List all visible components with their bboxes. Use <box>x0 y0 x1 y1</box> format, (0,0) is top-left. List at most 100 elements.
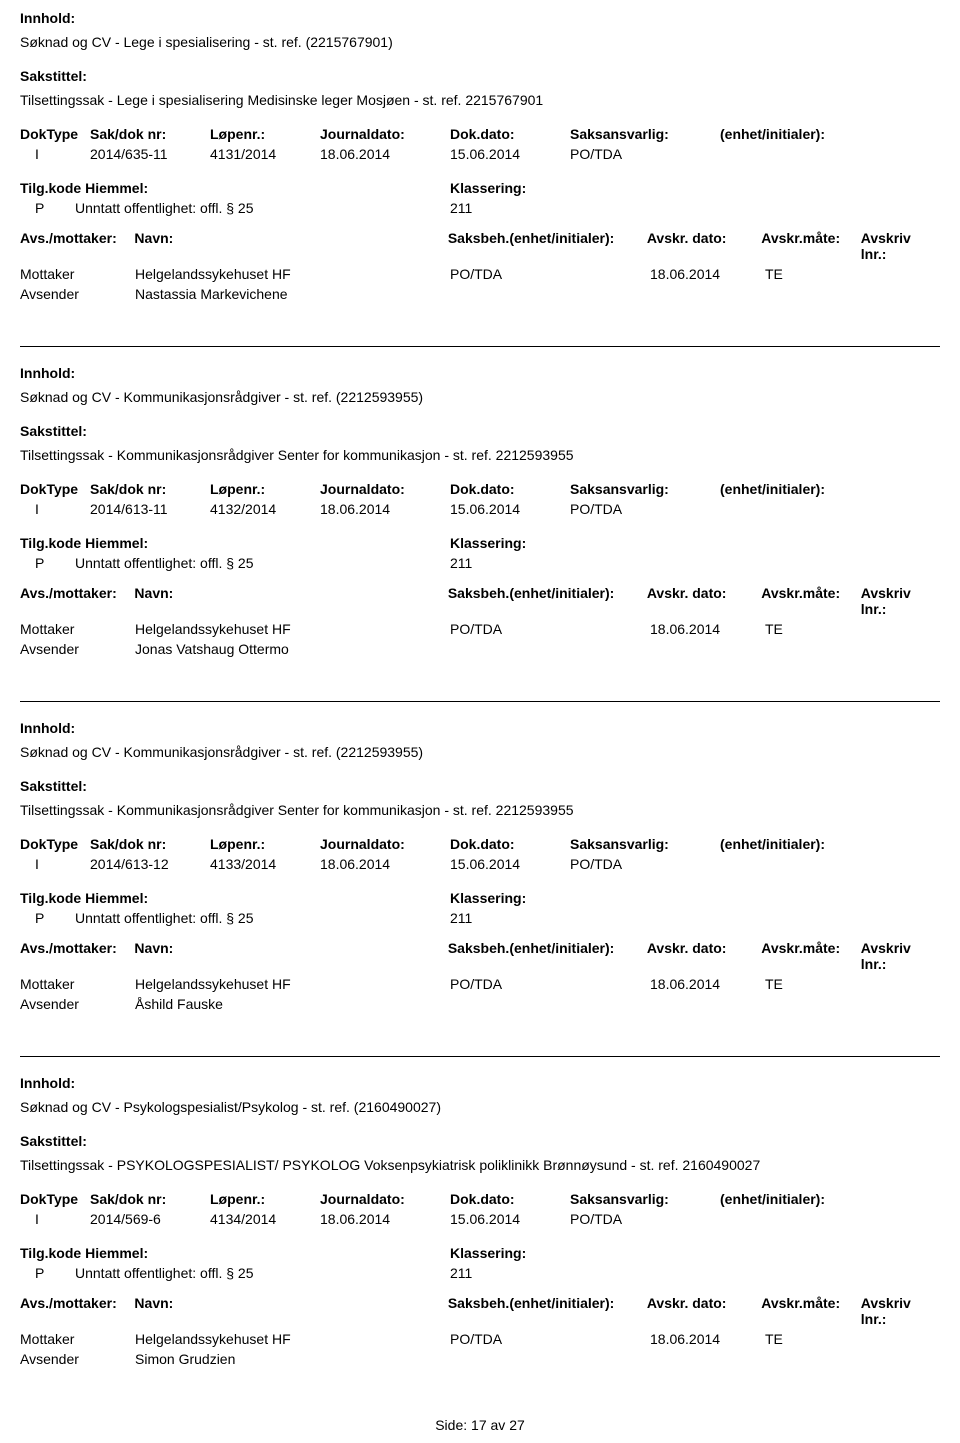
tilgkode-header-row: Tilg.kode Hiemmel: Klassering: <box>20 180 940 196</box>
mottaker-navn-value: Helgelandssykehuset HF <box>135 621 450 637</box>
sakdok-header: Sak/dok nr: <box>90 481 210 497</box>
avsender-row: Avsender Jonas Vatshaug Ottermo <box>20 641 940 657</box>
klassering-label: Klassering: <box>450 1245 526 1261</box>
record-spacing <box>20 306 940 346</box>
hjemmel-value: Unntatt offentlighet: offl. § 25 <box>75 555 450 571</box>
meta-header-row: DokType Sak/dok nr: Løpenr.: Journaldato… <box>20 836 940 852</box>
avs-header-row: Avs./mottaker: Navn: Saksbeh.(enhet/init… <box>20 1295 940 1327</box>
navn-header: Navn: <box>134 1295 447 1327</box>
journal-value: 18.06.2014 <box>320 146 450 162</box>
avskrivlnr-header: Avskriv lnr.: <box>861 940 940 972</box>
saksbeh-header: Saksbeh.(enhet/initialer): <box>448 940 647 972</box>
doktype-header: DokType <box>20 126 90 142</box>
dokdato-value: 15.06.2014 <box>450 1211 570 1227</box>
saksansvarlig-header: Saksansvarlig: <box>570 1191 720 1207</box>
avsender-navn-value: Jonas Vatshaug Ottermo <box>135 641 450 657</box>
mottaker-label: Mottaker <box>20 976 135 992</box>
innhold-label: Innhold: <box>20 720 940 736</box>
saksbeh-value: PO/TDA <box>450 621 650 637</box>
hjemmel-label: Hiemmel: <box>85 535 148 551</box>
journal-header: Journaldato: <box>320 1191 450 1207</box>
lopenr-value: 4131/2014 <box>210 146 320 162</box>
journal-header: Journaldato: <box>320 836 450 852</box>
journal-header: Journaldato: <box>320 126 450 142</box>
lopenr-value: 4132/2014 <box>210 501 320 517</box>
footer-page-number: 17 <box>471 1417 487 1433</box>
enhet-header: (enhet/initialer): <box>720 126 825 142</box>
sakstittel-text: Tilsettingssak - PSYKOLOGSPESIALIST/ PSY… <box>20 1157 940 1173</box>
sakdok-value: 2014/569-6 <box>90 1211 210 1227</box>
avsender-row: Avsender Nastassia Markevichene <box>20 286 940 302</box>
avskrivlnr-header: Avskriv lnr.: <box>861 1295 940 1327</box>
tilgkode-value: P <box>20 910 75 926</box>
tilgkode-value: P <box>20 555 75 571</box>
avsender-row: Avsender Åshild Fauske <box>20 996 940 1012</box>
tilgkode-label: Tilg.kode <box>20 535 81 551</box>
meta-header-row: DokType Sak/dok nr: Løpenr.: Journaldato… <box>20 126 940 142</box>
mottaker-label: Mottaker <box>20 266 135 282</box>
innhold-label: Innhold: <box>20 365 940 381</box>
innhold-label: Innhold: <box>20 1075 940 1091</box>
dokdato-header: Dok.dato: <box>450 481 570 497</box>
saksansvarlig-value: PO/TDA <box>570 856 720 872</box>
records-container: Innhold: Søknad og CV - Lege i spesialis… <box>20 10 940 1367</box>
klassering-label: Klassering: <box>450 535 526 551</box>
avskrmate-value: TE <box>765 1331 865 1347</box>
avsender-label: Avsender <box>20 1351 135 1367</box>
avskrdato-header: Avskr. dato: <box>647 940 761 972</box>
avsender-label: Avsender <box>20 996 135 1012</box>
avs-header-row: Avs./mottaker: Navn: Saksbeh.(enhet/init… <box>20 230 940 262</box>
avsmottaker-header: Avs./mottaker: <box>20 940 134 972</box>
avskrdato-value: 18.06.2014 <box>650 976 765 992</box>
sakstittel-label: Sakstittel: <box>20 778 940 794</box>
avsmottaker-header: Avs./mottaker: <box>20 230 134 262</box>
klassering-value: 211 <box>450 200 472 216</box>
innhold-label: Innhold: <box>20 10 940 26</box>
sakdok-header: Sak/dok nr: <box>90 836 210 852</box>
innhold-text: Søknad og CV - Lege i spesialisering - s… <box>20 34 940 50</box>
record: Innhold: Søknad og CV - Kommunikasjonsrå… <box>20 701 940 1056</box>
innhold-text: Søknad og CV - Kommunikasjonsrådgiver - … <box>20 744 940 760</box>
tilgkode-value: P <box>20 200 75 216</box>
avskrmate-header: Avskr.måte: <box>761 1295 861 1327</box>
avskrmate-header: Avskr.måte: <box>761 940 861 972</box>
sakstittel-label: Sakstittel: <box>20 68 940 84</box>
doktype-value: I <box>20 146 90 162</box>
avsender-row: Avsender Simon Grudzien <box>20 1351 940 1367</box>
dokdato-value: 15.06.2014 <box>450 146 570 162</box>
avskrdato-value: 18.06.2014 <box>650 266 765 282</box>
avsender-navn-value: Åshild Fauske <box>135 996 450 1012</box>
tilgkode-label: Tilg.kode <box>20 890 81 906</box>
saksansvarlig-value: PO/TDA <box>570 1211 720 1227</box>
lopenr-value: 4133/2014 <box>210 856 320 872</box>
avsmottaker-header: Avs./mottaker: <box>20 585 134 617</box>
hjemmel-value: Unntatt offentlighet: offl. § 25 <box>75 1265 450 1281</box>
klassering-label: Klassering: <box>450 180 526 196</box>
saksbeh-header: Saksbeh.(enhet/initialer): <box>448 1295 647 1327</box>
hjemmel-label: Hiemmel: <box>85 1245 148 1261</box>
mottaker-navn-value: Helgelandssykehuset HF <box>135 266 450 282</box>
avskrdato-header: Avskr. dato: <box>647 1295 761 1327</box>
saksbeh-value: PO/TDA <box>450 976 650 992</box>
klassering-value: 211 <box>450 555 472 571</box>
sakstittel-text: Tilsettingssak - Kommunikasjonsrådgiver … <box>20 802 940 818</box>
doktype-header: DokType <box>20 1191 90 1207</box>
tilgkode-data-row: P Unntatt offentlighet: offl. § 25 211 <box>20 910 940 926</box>
avs-header-row: Avs./mottaker: Navn: Saksbeh.(enhet/init… <box>20 940 940 972</box>
mottaker-row: Mottaker Helgelandssykehuset HF PO/TDA 1… <box>20 976 940 992</box>
saksansvarlig-header: Saksansvarlig: <box>570 836 720 852</box>
sakdok-header: Sak/dok nr: <box>90 126 210 142</box>
saksansvarlig-header: Saksansvarlig: <box>570 481 720 497</box>
mottaker-row: Mottaker Helgelandssykehuset HF PO/TDA 1… <box>20 621 940 637</box>
tilgkode-data-row: P Unntatt offentlighet: offl. § 25 211 <box>20 200 940 216</box>
tilgkode-header-row: Tilg.kode Hiemmel: Klassering: <box>20 535 940 551</box>
journal-value: 18.06.2014 <box>320 501 450 517</box>
tilgkode-data-row: P Unntatt offentlighet: offl. § 25 211 <box>20 1265 940 1281</box>
mottaker-label: Mottaker <box>20 621 135 637</box>
sakdok-value: 2014/635-11 <box>90 146 210 162</box>
avsender-label: Avsender <box>20 641 135 657</box>
footer-av-label: av <box>491 1417 506 1433</box>
mottaker-navn-value: Helgelandssykehuset HF <box>135 976 450 992</box>
sakdok-value: 2014/613-11 <box>90 501 210 517</box>
klassering-label: Klassering: <box>450 890 526 906</box>
